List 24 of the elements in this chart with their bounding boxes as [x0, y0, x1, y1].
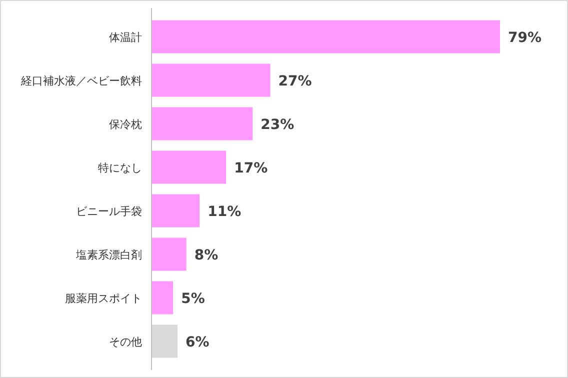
bar [151, 20, 500, 54]
y-tick-label: 経口補水液／ベビー飲料 [20, 74, 142, 88]
data-label: 5% [181, 290, 205, 307]
data-label: 23% [260, 116, 294, 133]
bar [151, 107, 253, 140]
bar [151, 238, 186, 271]
data-label: 27% [278, 73, 312, 90]
bar [151, 64, 270, 97]
y-tick-label: 塩素系漂白剤 [75, 248, 142, 262]
data-label: 8% [194, 247, 218, 264]
bar [151, 324, 178, 358]
y-tick-label: 保冷枕 [109, 118, 142, 131]
y-tick-label: 特になし [98, 161, 142, 174]
bar [151, 281, 174, 314]
bar [151, 194, 200, 228]
data-label: 11% [208, 204, 242, 220]
y-tick-label: 体温計 [109, 30, 142, 44]
y-tick-label: 服薬用スポイト [65, 292, 142, 305]
data-label: 6% [186, 334, 210, 350]
data-label: 79% [508, 30, 542, 46]
y-tick-label: その他 [109, 335, 142, 348]
y-tick-label: ビニール手袋 [76, 204, 142, 218]
bar [151, 150, 226, 184]
data-label: 17% [234, 160, 268, 176]
